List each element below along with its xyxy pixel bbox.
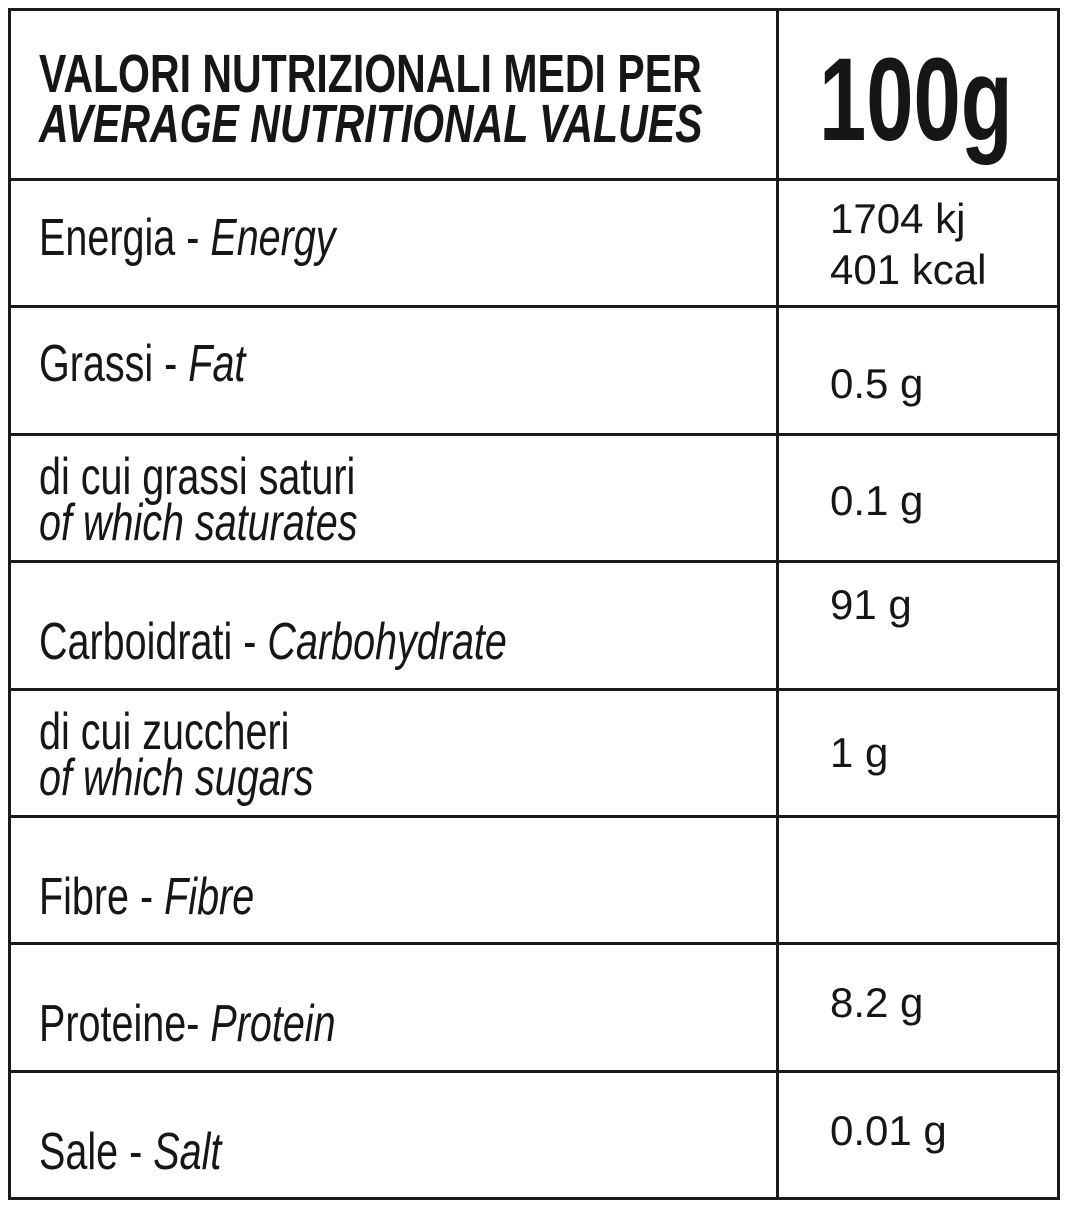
label-en: Fibre — [164, 868, 255, 926]
column-divider — [776, 818, 779, 943]
label-text: Fibre - Fibre — [39, 871, 254, 923]
label-en: Fat — [188, 335, 246, 394]
row-label: di cui grassi saturi of which saturates — [39, 447, 458, 552]
table-row: Proteine- Protein 8.2 g — [11, 942, 1057, 1070]
label-text: Energia - Energy — [39, 212, 336, 264]
label-line: Carboidrati - Carbohydrate — [39, 616, 655, 668]
column-divider — [776, 690, 779, 815]
label-line: Grassi - Fat — [39, 338, 311, 390]
table-row: Grassi - Fat 0.5 g — [11, 305, 1057, 433]
label-en: of which saturates — [39, 493, 358, 552]
row-value: 0.5 g — [830, 360, 924, 408]
label-line: Fibre - Fibre — [39, 871, 322, 923]
table-row: Sale - Salt 0.01 g — [11, 1069, 1057, 1198]
column-divider — [776, 308, 779, 433]
header-titles: VALORI NUTRIZIONALI MEDI PER AVERAGE NUT… — [39, 44, 912, 154]
label-line: Energia - Energy — [39, 212, 429, 264]
row-label: Sale - Salt — [39, 1126, 279, 1178]
label-it: Carboidrati - — [39, 613, 268, 672]
label-line: di cui zuccheri — [39, 702, 400, 761]
row-label: Fibre - Fibre — [39, 871, 322, 923]
row-value: 401 kcal — [830, 246, 987, 293]
label-line: Sale - Salt — [39, 1126, 279, 1178]
label-line: of which saturates — [39, 493, 458, 552]
row-label: di cui zuccheri of which sugars — [39, 702, 400, 807]
label-it: Proteine- — [39, 995, 211, 1054]
row-label: Carboidrati - Carbohydrate — [39, 616, 655, 668]
header-amount: 100g — [819, 34, 1013, 166]
label-line: di cui grassi saturi — [39, 447, 458, 506]
header-title-it: VALORI NUTRIZIONALI MEDI PER — [39, 44, 702, 104]
label-it: Grassi - — [39, 335, 189, 394]
header-row: VALORI NUTRIZIONALI MEDI PER AVERAGE NUT… — [11, 11, 1057, 178]
column-divider — [776, 435, 779, 561]
label-text: Grassi - Fat — [39, 338, 245, 390]
row-label: Proteine- Protein — [39, 998, 429, 1050]
row-label: Energia - Energy — [39, 212, 429, 264]
label-en: Salt — [153, 1122, 222, 1181]
row-value: 0.1 g — [830, 476, 924, 524]
label-en: Energy — [210, 209, 336, 267]
label-it: Energia - — [39, 209, 211, 267]
column-divider — [776, 1072, 779, 1198]
row-label: Grassi - Fat — [39, 338, 311, 390]
label-it: Sale - — [39, 1122, 154, 1181]
nutrition-table: VALORI NUTRIZIONALI MEDI PER AVERAGE NUT… — [8, 8, 1060, 1200]
label-en: Protein — [210, 995, 336, 1054]
table-row: Carboidrati - Carbohydrate 91 g — [11, 560, 1057, 688]
label-text: Proteine- Protein — [39, 998, 336, 1050]
table-row: Energia - Energy 1704 kj 401 kcal — [11, 178, 1057, 306]
table-row: Fibre - Fibre — [11, 815, 1057, 943]
column-divider — [776, 11, 779, 178]
label-text: Sale - Salt — [39, 1126, 221, 1178]
column-divider — [776, 181, 779, 306]
table-row: di cui zuccheri of which sugars 1 g — [11, 687, 1057, 815]
row-value: 1 g — [830, 728, 889, 776]
label-en: of which sugars — [39, 748, 314, 807]
row-value: 0.01 g — [830, 1106, 947, 1154]
row-value: 1704 kj — [830, 195, 966, 242]
label-line: of which sugars — [39, 748, 400, 807]
label-text: Carboidrati - Carbohydrate — [39, 616, 507, 668]
row-value: 91 g — [830, 581, 912, 629]
header-title-en: AVERAGE NUTRITIONAL VALUES — [39, 94, 703, 154]
table-row: di cui grassi saturi of which saturates 0.… — [11, 432, 1057, 561]
column-divider — [776, 945, 779, 1070]
label-en: Carbohydrate — [267, 613, 507, 672]
label-it: Fibre - — [39, 868, 165, 926]
label-line: Proteine- Protein — [39, 998, 429, 1050]
column-divider — [776, 563, 779, 688]
label-it: di cui grassi saturi — [39, 447, 356, 506]
label-it: di cui zuccheri — [39, 702, 290, 761]
row-value: 8.2 g — [830, 979, 924, 1027]
